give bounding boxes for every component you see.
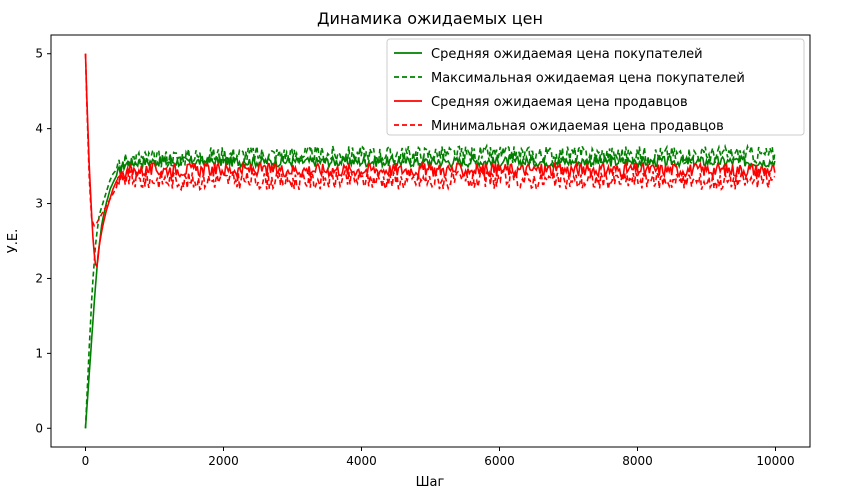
series-line-3 [84, 53, 776, 269]
x-tick-label: 2000 [208, 454, 239, 468]
y-tick-label: 5 [35, 47, 43, 61]
legend: Средняя ожидаемая цена покупателей Максим… [386, 38, 805, 136]
x-tick-label: 8000 [622, 454, 653, 468]
x-tick-label: 4000 [346, 454, 377, 468]
legend-entry-label: Средняя ожидаемая цена покупателей [431, 47, 703, 62]
series-line-2 [84, 143, 776, 429]
series-layer [84, 53, 776, 429]
x-tick-label: 0 [82, 454, 90, 468]
plot-frame [50, 34, 811, 448]
y-tick-label: 1 [35, 346, 43, 360]
series-line-1 [84, 153, 776, 429]
chart-title: Динамика ожидаемых цен [317, 9, 543, 28]
series-line-4 [84, 53, 775, 227]
y-axis: 0 1 2 3 4 5 [35, 47, 51, 435]
y-tick-label: 0 [35, 421, 43, 435]
x-axis: 0 2000 4000 6000 8000 10000 [82, 447, 795, 468]
legend-entry-label: Минимальная ожидаемая цена продавцов [431, 119, 724, 134]
legend-entry-label: Максимальная ожидаемая цена покупателей [431, 71, 745, 86]
y-axis-label: У.Е. [6, 229, 21, 253]
x-tick-label: 6000 [484, 454, 515, 468]
legend-box [386, 38, 805, 136]
x-tick-label: 10000 [756, 454, 794, 468]
x-axis-label: Шаг [416, 475, 445, 490]
y-tick-label: 4 [35, 122, 43, 136]
y-tick-label: 3 [35, 197, 43, 211]
legend-entry-label: Средняя ожидаемая цена продавцов [431, 95, 688, 110]
y-tick-label: 2 [35, 271, 43, 285]
